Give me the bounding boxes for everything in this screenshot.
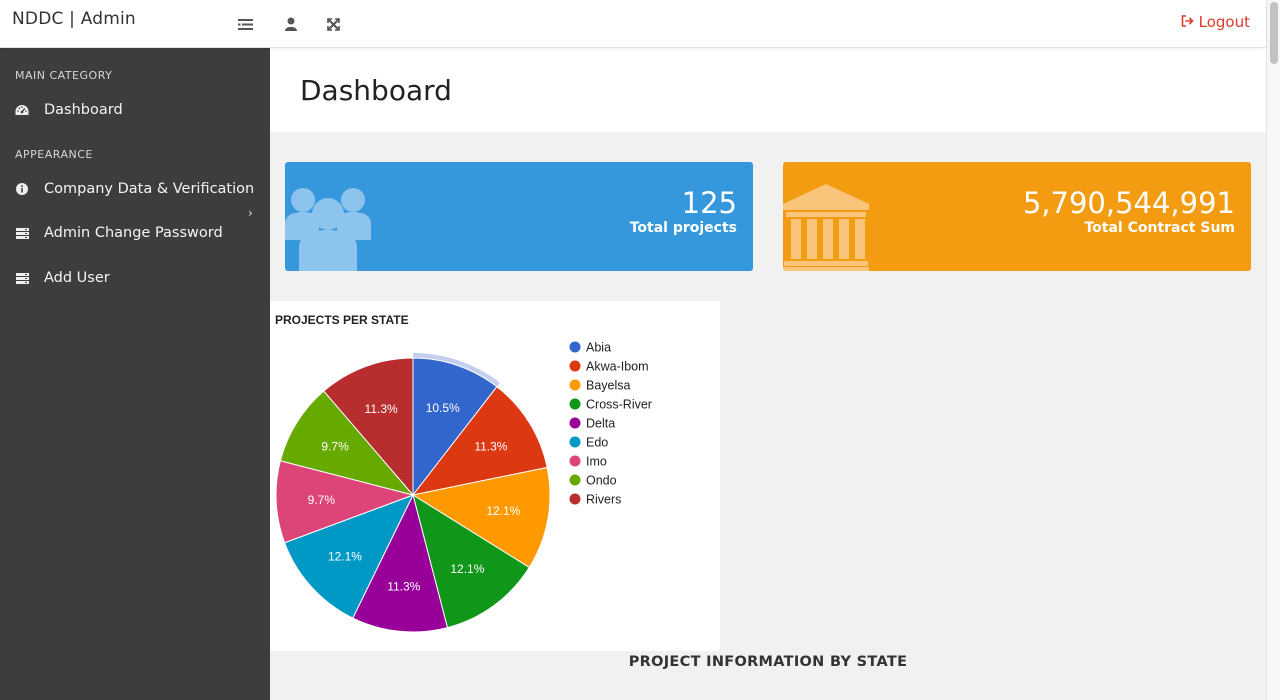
- sidebar-item-label: Dashboard: [44, 102, 123, 118]
- sidebar: MAIN CATEGORY Dashboard APPEARANCE Compa…: [0, 48, 270, 700]
- pie-slice-delta[interactable]: [352, 493, 449, 633]
- pie-slice-abia[interactable]: [412, 357, 498, 497]
- pie-slice-data-label: 12.1%: [486, 504, 520, 518]
- sidebar-item-dashboard[interactable]: Dashboard: [0, 95, 270, 125]
- sign-out-icon: [1181, 13, 1194, 31]
- legend-label-abia[interactable]: Abia: [586, 341, 611, 355]
- user-icon[interactable]: [280, 13, 302, 35]
- menu-list-icon[interactable]: [234, 13, 256, 35]
- pie-slice-imo[interactable]: [275, 460, 415, 544]
- legend-marker-imo: [569, 455, 581, 467]
- brand-title[interactable]: NDDC | Admin: [12, 9, 136, 29]
- page-scrollbar[interactable]: [1266, 0, 1280, 700]
- pie-slice-data-label: 11.3%: [387, 579, 420, 593]
- total-contract-sum-card[interactable]: 5,790,544,991 Total Contract Sum: [783, 162, 1251, 271]
- pie-chart-svg[interactable]: 10.5% 11.3% 12.1% 12.1% 11.3% 12.1% 9.7% 9.7% 11…: [270, 301, 720, 651]
- sidebar-item-add-user[interactable]: Add User: [0, 263, 270, 293]
- pie-slice-edo[interactable]: [283, 494, 414, 619]
- legend-marker-bayelsa: [569, 379, 581, 391]
- legend-label-imo[interactable]: Imo: [586, 455, 607, 469]
- pie-slice-data-label: 12.1%: [328, 550, 362, 564]
- section-title: PROJECT INFORMATION BY STATE: [628, 654, 908, 670]
- server-icon: [15, 226, 29, 240]
- page-header: Dashboard: [270, 48, 1266, 132]
- pie-slice-data-label: 9.7%: [321, 439, 349, 453]
- top-navbar: NDDC | Admin Logout: [0, 0, 1266, 48]
- legend-marker-delta: [569, 417, 581, 429]
- server-icon: [15, 271, 29, 285]
- legend-label-ondo[interactable]: Ondo: [586, 474, 617, 488]
- legend-marker-ondo: [569, 474, 581, 486]
- sidebar-item-company-data[interactable]: Company Data & Verification: [0, 174, 270, 204]
- pie-slice-highlight: [413, 353, 500, 387]
- pie-slice-data-label: 11.3%: [474, 439, 507, 453]
- pie-slice-data-label: 10.5%: [426, 401, 460, 415]
- legend-label-akwa-ibom[interactable]: Akwa-Ibom: [586, 360, 649, 374]
- sidebar-item-label: Add User: [44, 270, 110, 286]
- legend-label-cross-river[interactable]: Cross-River: [586, 398, 652, 412]
- pie-slice-data-label: 12.1%: [450, 562, 484, 576]
- legend-marker-cross-river: [569, 398, 581, 410]
- legend-label-bayelsa[interactable]: Bayelsa: [586, 379, 631, 393]
- pie-slice-data-label: 11.3%: [365, 402, 398, 416]
- legend-marker-akwa-ibom: [569, 360, 581, 372]
- chart-title: PROJECTS PER STATE: [275, 313, 409, 327]
- legend-marker-abia: [569, 341, 581, 353]
- sidebar-item-label: Admin Change Password: [44, 225, 223, 241]
- legend-label-edo[interactable]: Edo: [586, 436, 608, 450]
- pie-slice-rivers[interactable]: [323, 357, 414, 497]
- logout-link[interactable]: Logout: [1181, 13, 1250, 31]
- chevron-right-icon[interactable]: ›: [248, 206, 253, 220]
- pie-slice-ondo[interactable]: [279, 390, 415, 496]
- total-projects-card[interactable]: 125 Total projects: [285, 162, 753, 271]
- sidebar-item-change-password[interactable]: Admin Change Password: [0, 218, 270, 248]
- pie-slice-data-label: 9.7%: [308, 493, 336, 507]
- legend-marker-edo: [569, 436, 581, 448]
- total-projects-label: Total projects: [629, 220, 737, 236]
- bank-icon: [783, 184, 873, 271]
- projects-per-state-chart: PROJECTS PER STATE 10.5% 11.3% 12.1% 12.1% 1…: [270, 301, 720, 651]
- fullscreen-icon[interactable]: [322, 13, 344, 35]
- legend-label-rivers[interactable]: Rivers: [586, 493, 621, 507]
- sidebar-category-main: MAIN CATEGORY: [15, 69, 113, 82]
- sidebar-item-label: Company Data & Verification: [44, 181, 255, 197]
- legend-marker-rivers: [569, 493, 581, 505]
- scrollbar-thumb[interactable]: [1270, 2, 1278, 64]
- pie-slice-cross-river[interactable]: [412, 493, 530, 629]
- sidebar-category-appearance: APPEARANCE: [15, 148, 93, 161]
- pie-slice-bayelsa[interactable]: [411, 466, 551, 569]
- total-projects-value: 125: [681, 186, 737, 220]
- info-circle-icon: [15, 182, 29, 196]
- logout-label: Logout: [1198, 13, 1250, 31]
- users-icon: [285, 184, 375, 271]
- page-title: Dashboard: [300, 74, 452, 107]
- legend-label-delta[interactable]: Delta: [586, 417, 615, 431]
- total-contract-sum-value: 5,790,544,991: [1022, 186, 1235, 220]
- total-contract-sum-label: Total Contract Sum: [1084, 220, 1235, 236]
- dashboard-icon: [15, 103, 29, 117]
- pie-slice-akwa-ibom[interactable]: [411, 385, 548, 496]
